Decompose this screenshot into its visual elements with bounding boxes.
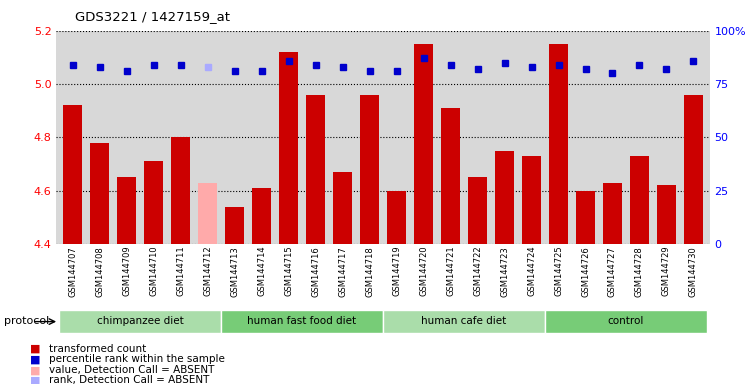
Text: GDS3221 / 1427159_at: GDS3221 / 1427159_at bbox=[75, 10, 230, 23]
Text: ■: ■ bbox=[30, 375, 41, 384]
Text: percentile rank within the sample: percentile rank within the sample bbox=[49, 354, 225, 364]
Bar bbox=[441, 108, 460, 244]
Bar bbox=[545, 310, 707, 333]
Bar bbox=[630, 156, 649, 244]
Text: GSM144710: GSM144710 bbox=[149, 246, 158, 296]
Bar bbox=[414, 44, 433, 244]
Text: GSM144709: GSM144709 bbox=[122, 246, 131, 296]
Text: GSM144721: GSM144721 bbox=[446, 246, 455, 296]
Text: GSM144712: GSM144712 bbox=[203, 246, 212, 296]
Text: GSM144727: GSM144727 bbox=[608, 246, 617, 296]
Bar bbox=[684, 94, 703, 244]
Text: GSM144707: GSM144707 bbox=[68, 246, 77, 296]
Bar bbox=[252, 188, 271, 244]
Text: GSM144729: GSM144729 bbox=[662, 246, 671, 296]
Text: human cafe diet: human cafe diet bbox=[421, 316, 507, 326]
Bar bbox=[59, 310, 221, 333]
Bar bbox=[522, 156, 541, 244]
Bar bbox=[144, 161, 163, 244]
Bar bbox=[383, 310, 545, 333]
Bar bbox=[117, 177, 136, 244]
Text: ■: ■ bbox=[30, 344, 41, 354]
Text: chimpanzee diet: chimpanzee diet bbox=[97, 316, 183, 326]
Text: value, Detection Call = ABSENT: value, Detection Call = ABSENT bbox=[49, 365, 214, 375]
Text: GSM144715: GSM144715 bbox=[284, 246, 293, 296]
Text: GSM144717: GSM144717 bbox=[338, 246, 347, 296]
Bar bbox=[198, 182, 217, 244]
Text: human fast food diet: human fast food diet bbox=[247, 316, 357, 326]
Bar bbox=[657, 185, 676, 244]
Bar bbox=[360, 94, 379, 244]
Text: GSM144730: GSM144730 bbox=[689, 246, 698, 296]
Bar bbox=[171, 137, 190, 244]
Text: GSM144726: GSM144726 bbox=[581, 246, 590, 296]
Text: GSM144708: GSM144708 bbox=[95, 246, 104, 296]
Bar bbox=[63, 105, 82, 244]
Bar bbox=[221, 310, 383, 333]
Text: GSM144722: GSM144722 bbox=[473, 246, 482, 296]
Text: GSM144716: GSM144716 bbox=[311, 246, 320, 296]
Text: GSM144711: GSM144711 bbox=[176, 246, 185, 296]
Bar bbox=[603, 182, 622, 244]
Text: ■: ■ bbox=[30, 365, 41, 375]
Bar bbox=[495, 151, 514, 244]
Text: GSM144720: GSM144720 bbox=[419, 246, 428, 296]
Bar bbox=[387, 190, 406, 244]
Bar bbox=[549, 44, 568, 244]
Bar bbox=[468, 177, 487, 244]
Text: GSM144725: GSM144725 bbox=[554, 246, 563, 296]
Text: control: control bbox=[608, 316, 644, 326]
Bar bbox=[279, 52, 298, 244]
Bar bbox=[306, 94, 325, 244]
Text: transformed count: transformed count bbox=[49, 344, 146, 354]
Bar bbox=[90, 142, 109, 244]
Text: GSM144723: GSM144723 bbox=[500, 246, 509, 296]
Text: ■: ■ bbox=[30, 354, 41, 364]
Text: GSM144724: GSM144724 bbox=[527, 246, 536, 296]
Text: GSM144718: GSM144718 bbox=[365, 246, 374, 296]
Text: GSM144713: GSM144713 bbox=[230, 246, 239, 296]
Bar bbox=[225, 207, 244, 244]
Text: GSM144714: GSM144714 bbox=[257, 246, 266, 296]
Text: rank, Detection Call = ABSENT: rank, Detection Call = ABSENT bbox=[49, 375, 210, 384]
Bar bbox=[333, 172, 352, 244]
Text: GSM144728: GSM144728 bbox=[635, 246, 644, 296]
Text: protocol: protocol bbox=[4, 316, 49, 326]
Text: GSM144719: GSM144719 bbox=[392, 246, 401, 296]
Bar bbox=[576, 190, 595, 244]
